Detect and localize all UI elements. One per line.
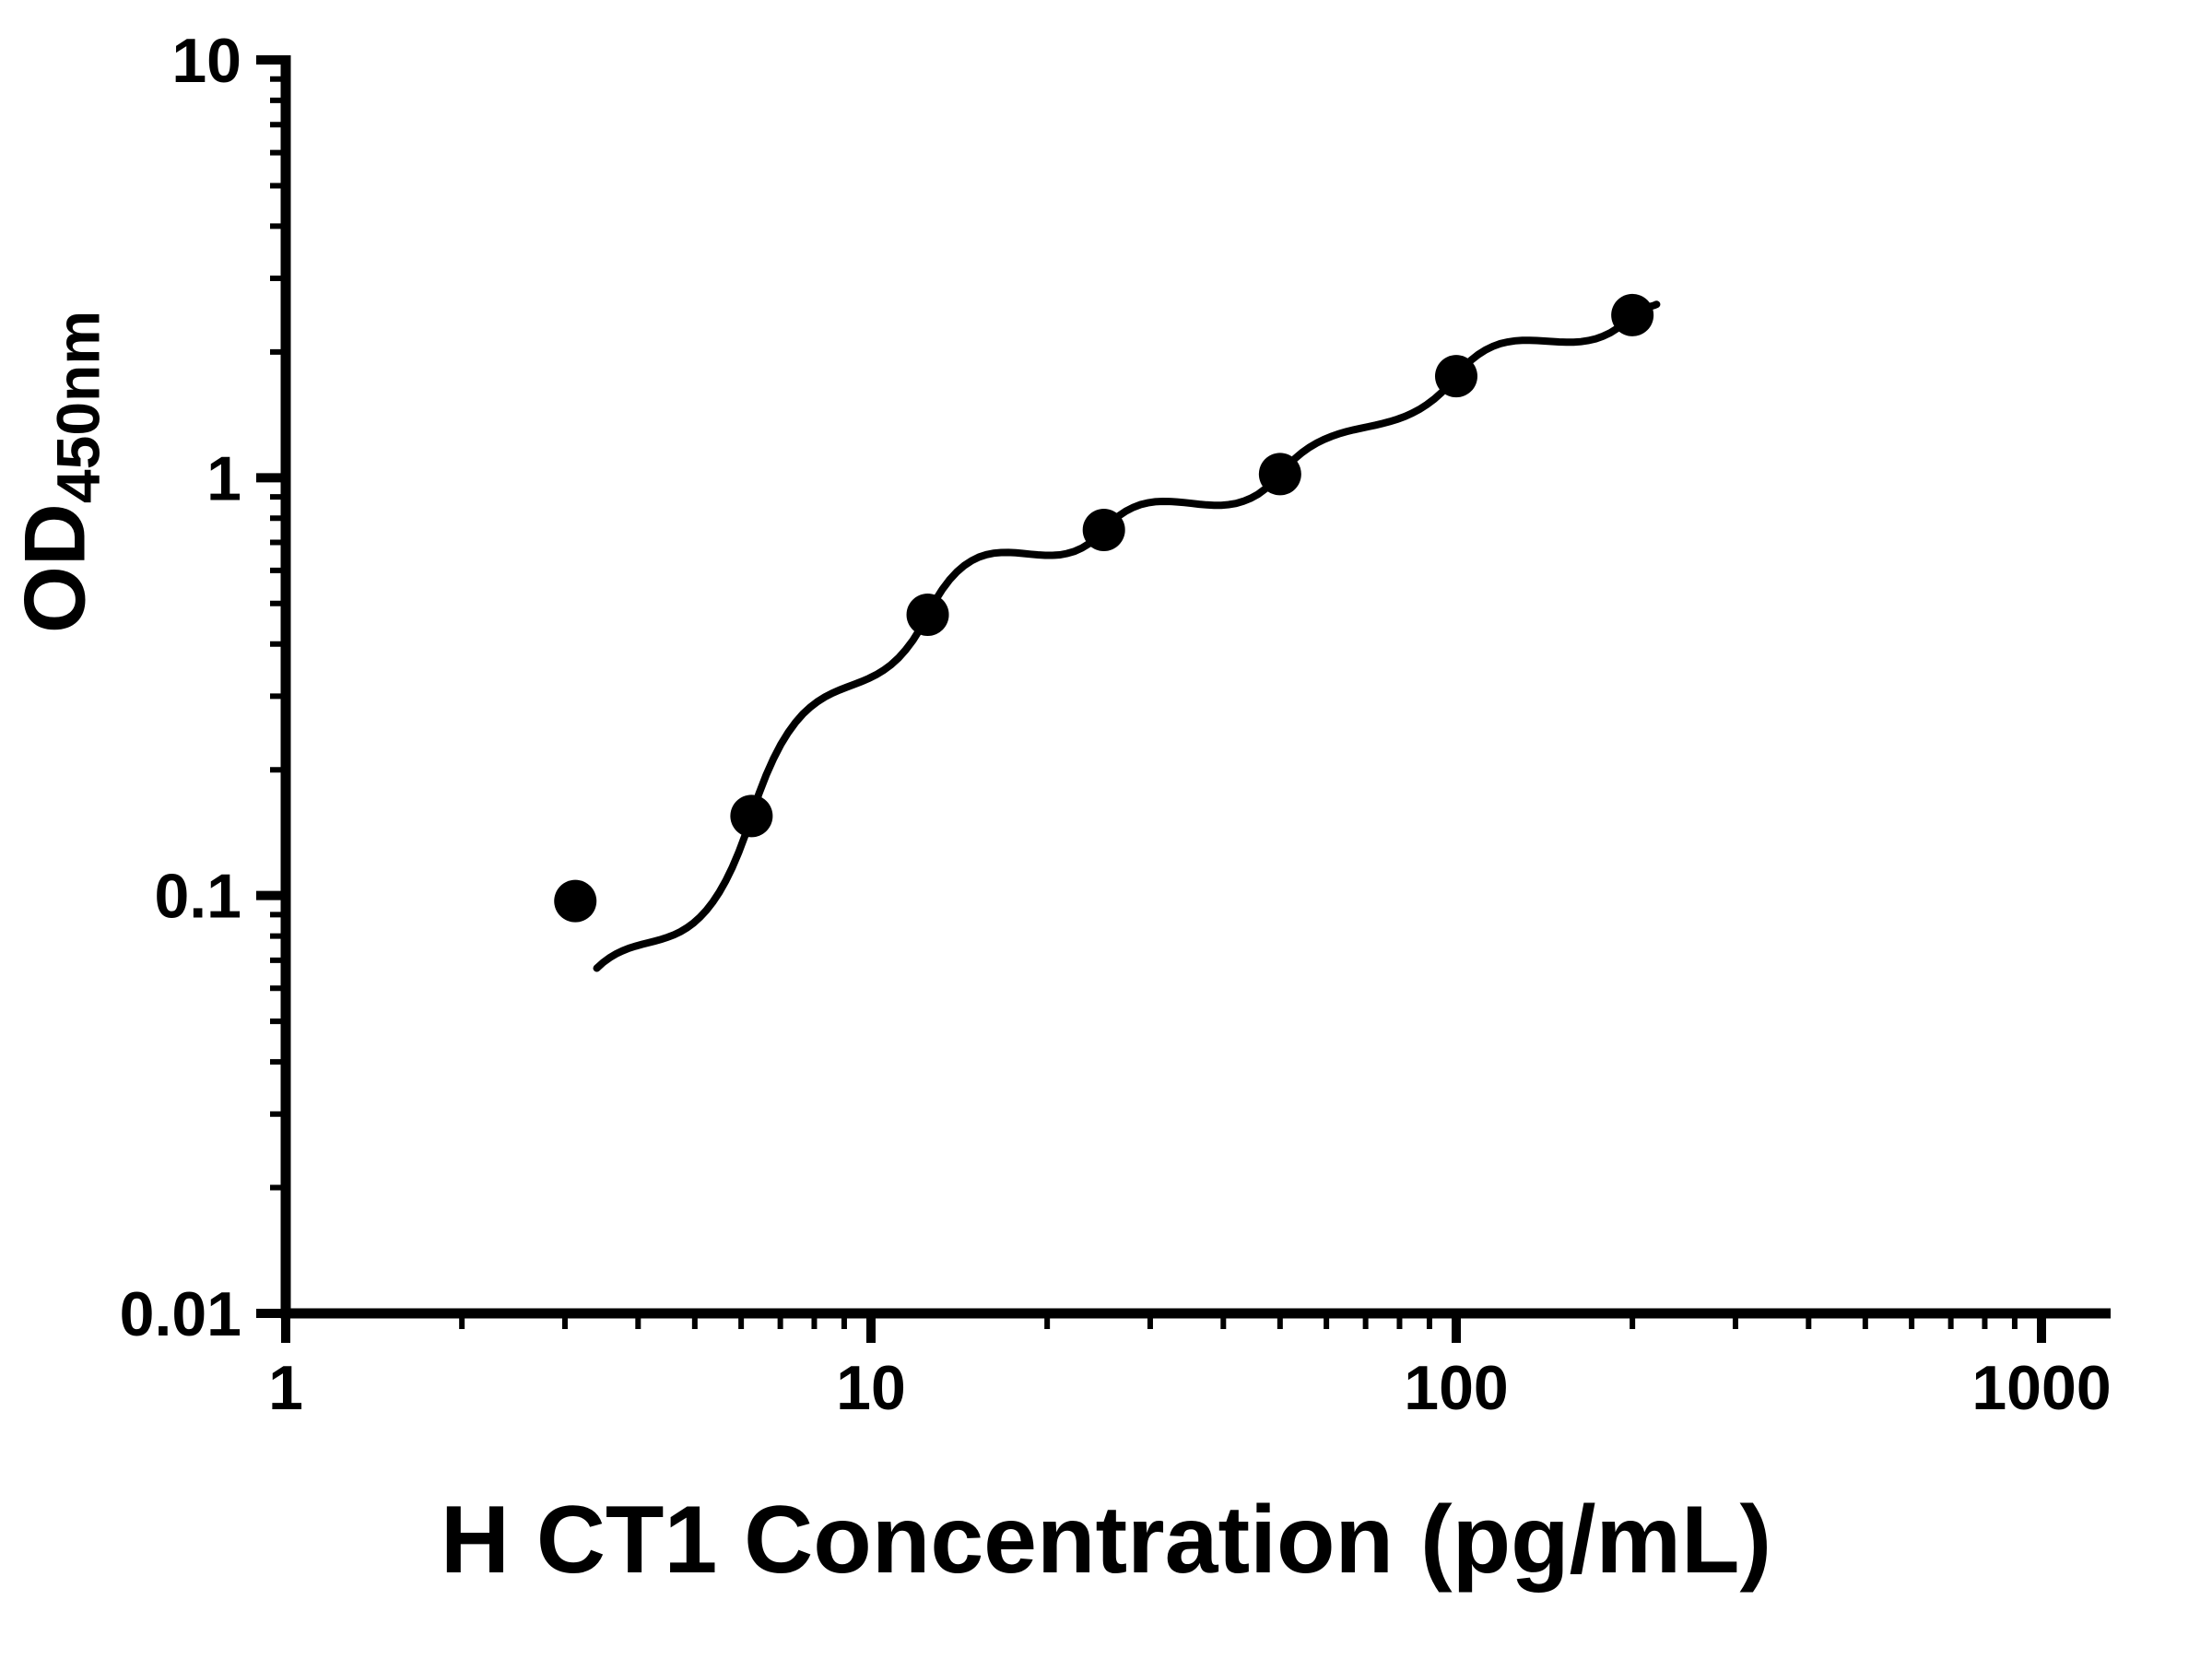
data-point-marker (554, 879, 597, 923)
data-point-marker (1082, 508, 1125, 551)
x-axis-title: H CT1 Concentration (pg/mL) (440, 1487, 1772, 1594)
y-axis-title: OD450nm (6, 311, 113, 633)
y-axis-title-subscript: 450nm (43, 310, 112, 504)
axes-frame (280, 55, 2111, 1319)
data-point-marker (730, 794, 773, 838)
y-tick-label: 10 (171, 26, 241, 96)
data-point-marker (1435, 355, 1477, 398)
x-tick-label: 100 (1404, 1353, 1508, 1423)
data-point-marker (1611, 293, 1654, 336)
data-point-marker (1258, 453, 1301, 496)
x-tick-label: 1000 (1971, 1353, 2111, 1423)
x-tick-label: 1 (268, 1353, 303, 1423)
fit-curve (593, 300, 1661, 972)
y-tick-label: 0.1 (154, 862, 241, 932)
y-axis-title-main: OD (6, 503, 103, 634)
data-point-marker (906, 593, 949, 636)
x-tick-label: 10 (836, 1353, 906, 1423)
y-tick-label: 0.01 (120, 1279, 241, 1349)
y-tick-label: 1 (206, 443, 241, 513)
